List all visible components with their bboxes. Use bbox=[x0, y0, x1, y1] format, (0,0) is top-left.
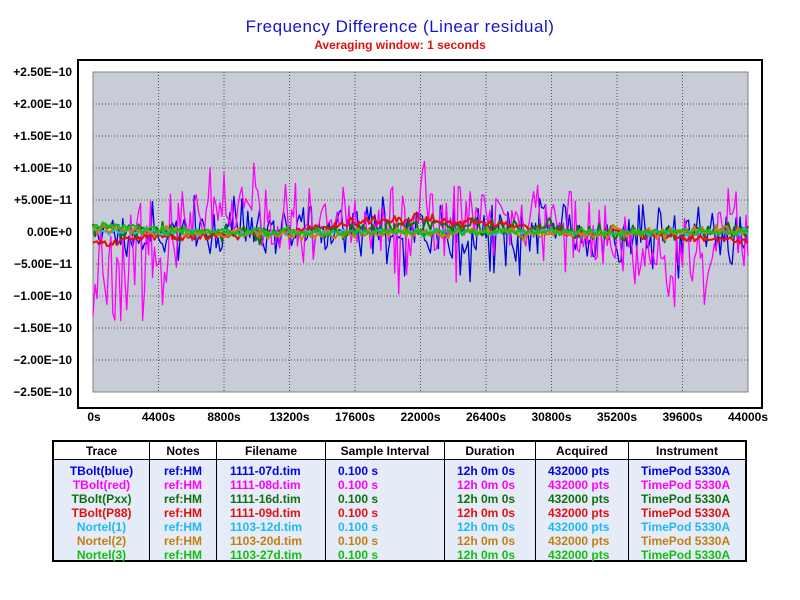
legend-body: TBolt(blue) ref:HM 1111-07d.tim 0.100 s 12h … bbox=[54, 459, 745, 562]
legend-cell-filename: 1103-12d.tim bbox=[216, 520, 326, 534]
header-notes: Notes bbox=[149, 442, 217, 460]
legend-cell-acquired: 432000 pts bbox=[535, 506, 629, 520]
series-line-tbolt-red bbox=[92, 160, 749, 322]
legend-cell-acquired: 432000 pts bbox=[535, 492, 629, 506]
x-tick-label: 44000s bbox=[728, 410, 768, 424]
legend-cell-trace: Nortel(1) bbox=[54, 520, 150, 534]
y-tick-label: −2.50E−10 bbox=[13, 385, 72, 399]
legend-cell-duration: 12h 0m 0s bbox=[444, 492, 536, 506]
legend-cell-duration: 12h 0m 0s bbox=[444, 534, 536, 548]
y-axis-tick-labels: +2.50E−10 +2.00E−10 +1.50E−10 +1.00E−10 +5.0… bbox=[13, 65, 72, 399]
y-tick-label: −2.00E−10 bbox=[13, 353, 72, 367]
legend-cell-trace: TBolt(Pxx) bbox=[54, 492, 150, 506]
legend-cell-sample-interval: 0.100 s bbox=[325, 520, 445, 534]
legend-cell-notes: ref:HM bbox=[149, 478, 217, 492]
legend-cell-sample-interval: 0.100 s bbox=[325, 478, 445, 492]
legend-cell-acquired: 432000 pts bbox=[535, 459, 629, 478]
x-tick-label: 13200s bbox=[269, 410, 309, 424]
legend-cell-instrument: TimePod 5330A bbox=[641, 464, 731, 478]
legend-cell-notes: ref:HM bbox=[149, 459, 217, 478]
series-layer bbox=[92, 160, 749, 322]
legend-cell-acquired: 432000 pts bbox=[535, 548, 629, 562]
legend-cell-filename: 1103-20d.tim bbox=[216, 534, 326, 548]
legend-row: TBolt(P88) ref:HM 1111-09d.tim 0.100 s 12h 0… bbox=[54, 506, 745, 520]
legend-cell-instrument: TimePod 5330A bbox=[641, 534, 731, 548]
legend-cell-sample-interval: 0.100 s bbox=[325, 534, 445, 548]
header-duration: Duration bbox=[444, 442, 536, 460]
x-tick-label: 17600s bbox=[335, 410, 375, 424]
legend-cell-instrument: TimePod 5330A bbox=[641, 520, 731, 534]
legend-cell-sample-interval: 0.100 s bbox=[325, 492, 445, 506]
legend-cell-trace: Nortel(3) bbox=[54, 548, 150, 562]
y-tick-label: +1.50E−10 bbox=[13, 129, 72, 143]
legend-cell-sample-interval: 0.100 s bbox=[325, 459, 445, 478]
y-tick-label: +5.00E−11 bbox=[14, 193, 72, 207]
header-instrument: Instrument bbox=[628, 442, 745, 460]
legend-row: Nortel(2) ref:HM 1103-20d.tim 0.100 s 12h 0m… bbox=[54, 534, 745, 548]
legend-cell-duration: 12h 0m 0s bbox=[444, 478, 536, 492]
x-tick-label: 4400s bbox=[142, 410, 176, 424]
legend-header-row: Trace Notes Filename Sample Interval Dur… bbox=[54, 442, 745, 460]
y-tick-label: +2.00E−10 bbox=[13, 97, 72, 111]
legend-cell-notes: ref:HM bbox=[149, 534, 217, 548]
trace-legend-table: Trace Notes Filename Sample Interval Dur… bbox=[52, 440, 747, 562]
legend-row: Nortel(1) ref:HM 1103-12d.tim 0.100 s 12h 0m… bbox=[54, 520, 745, 534]
legend-cell-instrument: TimePod 5330A bbox=[641, 478, 731, 492]
legend-cell-filename: 1111-07d.tim bbox=[216, 459, 326, 478]
header-trace: Trace bbox=[54, 442, 150, 460]
legend-cell-notes: ref:HM bbox=[149, 520, 217, 534]
x-tick-label: 0s bbox=[87, 410, 101, 424]
legend-cell-acquired: 432000 pts bbox=[535, 520, 629, 534]
legend-cell-instrument: TimePod 5330A bbox=[641, 492, 731, 506]
legend-cell-trace: TBolt(P88) bbox=[54, 506, 150, 520]
legend-cell-filename: 1111-16d.tim bbox=[216, 492, 326, 506]
legend-cell-instrument: TimePod 5330A bbox=[641, 548, 731, 562]
legend-cell-sample-interval: 0.100 s bbox=[325, 506, 445, 520]
legend-cell-notes: ref:HM bbox=[149, 548, 217, 562]
x-tick-label: 8800s bbox=[207, 410, 241, 424]
x-tick-label: 35200s bbox=[597, 410, 637, 424]
y-tick-label: +2.50E−10 bbox=[13, 65, 72, 79]
legend-row: TBolt(Pxx) ref:HM 1111-16d.tim 0.100 s 12h 0… bbox=[54, 492, 745, 506]
legend-cell-notes: ref:HM bbox=[149, 506, 217, 520]
legend-row: TBolt(red) ref:HM 1111-08d.tim 0.100 s 12h 0… bbox=[54, 478, 745, 492]
chart-subtitle: Averaging window: 1 seconds bbox=[314, 38, 486, 52]
legend-cell-filename: 1111-09d.tim bbox=[216, 506, 326, 520]
header-sample-interval: Sample Interval bbox=[325, 442, 445, 460]
legend-cell-filename: 1103-27d.tim bbox=[216, 548, 326, 562]
legend-cell-duration: 12h 0m 0s bbox=[444, 548, 536, 562]
legend-cell-duration: 12h 0m 0s bbox=[444, 506, 536, 520]
x-tick-label: 22000s bbox=[400, 410, 440, 424]
y-tick-label: −1.50E−10 bbox=[13, 321, 72, 335]
header-acquired: Acquired bbox=[535, 442, 629, 460]
legend-cell-trace: TBolt(blue) bbox=[54, 459, 150, 478]
legend-row: Nortel(3) ref:HM 1103-27d.tim 0.100 s 12h 0m… bbox=[54, 548, 745, 562]
series-line-nortel-3 bbox=[92, 221, 749, 239]
frequency-difference-chart: +2.50E−10 +2.00E−10 +1.50E−10 +1.00E−10 +5.0… bbox=[13, 59, 768, 424]
legend-cell-sample-interval: 0.100 s bbox=[325, 548, 445, 562]
x-tick-label: 30800s bbox=[531, 410, 571, 424]
legend-cell-trace: Nortel(2) bbox=[54, 534, 150, 548]
legend-cell-acquired: 432000 pts bbox=[535, 534, 629, 548]
y-tick-label: +1.00E−10 bbox=[13, 161, 72, 175]
legend-cell-notes: ref:HM bbox=[149, 492, 217, 506]
legend-row: TBolt(blue) ref:HM 1111-07d.tim 0.100 s 12h … bbox=[54, 459, 745, 478]
y-tick-label: 0.00E+0 bbox=[27, 225, 72, 239]
header-filename: Filename bbox=[216, 442, 326, 460]
legend-cell-trace: TBolt(red) bbox=[54, 478, 150, 492]
legend-cell-filename: 1111-08d.tim bbox=[216, 478, 326, 492]
series-line-tbolt-blue bbox=[92, 194, 749, 283]
chart-title: Frequency Difference (Linear residual) bbox=[245, 17, 555, 36]
x-tick-label: 26400s bbox=[466, 410, 506, 424]
legend-cell-instrument: TimePod 5330A bbox=[641, 506, 731, 520]
y-tick-label: −5.00E−11 bbox=[14, 257, 72, 271]
x-tick-label: 39600s bbox=[662, 410, 702, 424]
legend-cell-acquired: 432000 pts bbox=[535, 478, 629, 492]
legend-cell-duration: 12h 0m 0s bbox=[444, 520, 536, 534]
x-axis-tick-labels: 0s 4400s 8800s 13200s 17600s 22000s 26400s 3080… bbox=[87, 410, 768, 424]
legend-cell-duration: 12h 0m 0s bbox=[444, 459, 536, 478]
y-tick-label: −1.00E−10 bbox=[13, 289, 72, 303]
